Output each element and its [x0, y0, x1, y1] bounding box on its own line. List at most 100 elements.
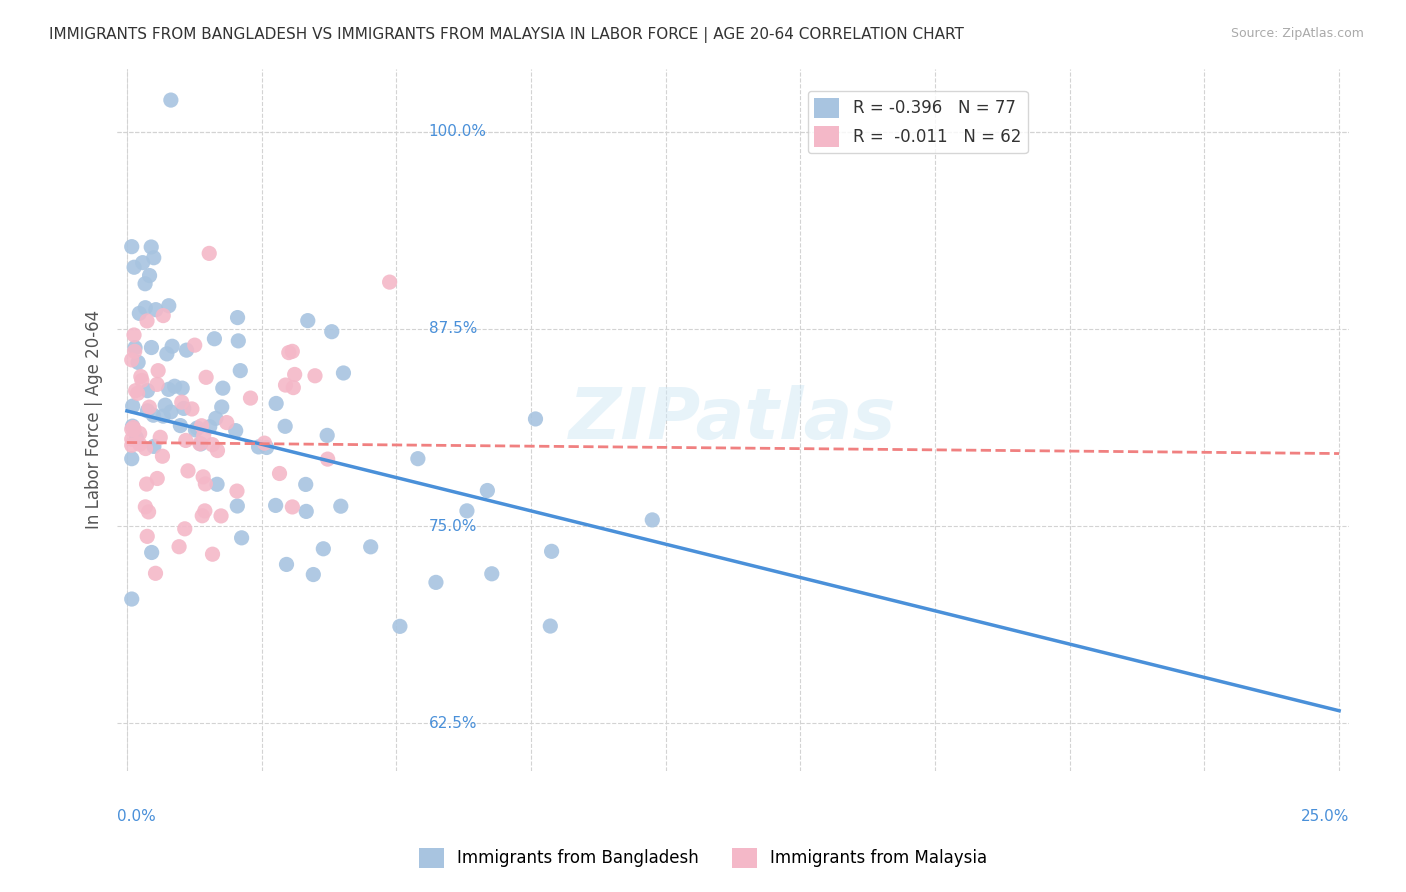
Point: [284, 368, 307, 382]
Point: [122, 420, 145, 434]
Point: [256, 441, 278, 455]
Point: [149, 430, 172, 444]
Point: [180, 401, 202, 416]
Point: [281, 500, 304, 514]
Point: [215, 416, 238, 430]
Point: [121, 592, 143, 607]
Point: [146, 377, 169, 392]
Text: 25.0%: 25.0%: [1301, 809, 1348, 824]
Point: [155, 398, 177, 412]
Text: 75.0%: 75.0%: [429, 518, 477, 533]
Text: 62.5%: 62.5%: [429, 716, 477, 731]
Point: [141, 240, 163, 254]
Point: [129, 369, 152, 384]
Point: [173, 401, 195, 416]
Y-axis label: In Labor Force | Age 20-64: In Labor Force | Age 20-64: [86, 310, 103, 529]
Legend: R = -0.396   N = 77, R =  -0.011   N = 62: R = -0.396 N = 77, R = -0.011 N = 62: [807, 91, 1028, 153]
Point: [160, 405, 183, 419]
Point: [294, 477, 316, 491]
Point: [124, 384, 146, 398]
Point: [136, 314, 159, 328]
Point: [281, 344, 304, 359]
Point: [136, 384, 159, 398]
Point: [540, 544, 562, 558]
Point: [201, 547, 224, 561]
Point: [174, 434, 197, 448]
Point: [184, 423, 207, 437]
Point: [312, 541, 335, 556]
Point: [127, 386, 149, 401]
Point: [207, 443, 229, 458]
Point: [136, 529, 159, 543]
Point: [321, 325, 343, 339]
Point: [538, 619, 561, 633]
Point: [190, 418, 212, 433]
Point: [138, 400, 160, 414]
Point: [135, 477, 157, 491]
Point: [141, 545, 163, 559]
Point: [170, 395, 193, 409]
Point: [131, 374, 153, 388]
Point: [142, 439, 165, 453]
Point: [121, 438, 143, 452]
Point: [122, 328, 145, 343]
Point: [239, 391, 262, 405]
Point: [388, 619, 411, 633]
Point: [152, 309, 174, 323]
Legend: Immigrants from Bangladesh, Immigrants from Malaysia: Immigrants from Bangladesh, Immigrants f…: [412, 841, 994, 875]
Point: [135, 442, 157, 456]
Point: [134, 277, 156, 291]
Point: [190, 437, 212, 451]
Point: [297, 313, 319, 327]
Point: [186, 421, 208, 435]
Point: [295, 504, 318, 518]
Point: [127, 355, 149, 369]
Point: [145, 302, 167, 317]
Point: [360, 540, 382, 554]
Point: [247, 440, 270, 454]
Point: [121, 352, 143, 367]
Point: [131, 255, 153, 269]
Point: [191, 508, 214, 523]
Text: ZIPatlas: ZIPatlas: [569, 385, 897, 454]
Point: [198, 419, 221, 434]
Point: [193, 470, 215, 484]
Point: [156, 347, 179, 361]
Point: [283, 381, 305, 395]
Point: [160, 93, 183, 107]
Point: [142, 408, 165, 422]
Text: 100.0%: 100.0%: [429, 124, 486, 139]
Point: [406, 451, 429, 466]
Point: [121, 432, 143, 446]
Point: [121, 422, 143, 436]
Point: [302, 567, 325, 582]
Point: [138, 268, 160, 283]
Point: [201, 437, 224, 451]
Point: [124, 344, 146, 359]
Point: [195, 370, 218, 384]
Point: [276, 558, 298, 572]
Point: [226, 484, 249, 499]
Point: [169, 418, 191, 433]
Point: [163, 379, 186, 393]
Point: [142, 251, 165, 265]
Point: [136, 404, 159, 418]
Point: [641, 513, 664, 527]
Point: [225, 424, 247, 438]
Point: [329, 499, 352, 513]
Point: [128, 437, 150, 451]
Point: [226, 334, 249, 348]
Point: [134, 500, 156, 514]
Point: [125, 431, 148, 445]
Point: [134, 301, 156, 315]
Point: [160, 339, 183, 353]
Point: [152, 449, 174, 463]
Point: [122, 260, 145, 275]
Point: [332, 366, 354, 380]
Point: [264, 396, 287, 410]
Point: [173, 522, 195, 536]
Point: [226, 310, 249, 325]
Point: [211, 400, 233, 414]
Point: [121, 419, 143, 434]
Point: [194, 504, 217, 518]
